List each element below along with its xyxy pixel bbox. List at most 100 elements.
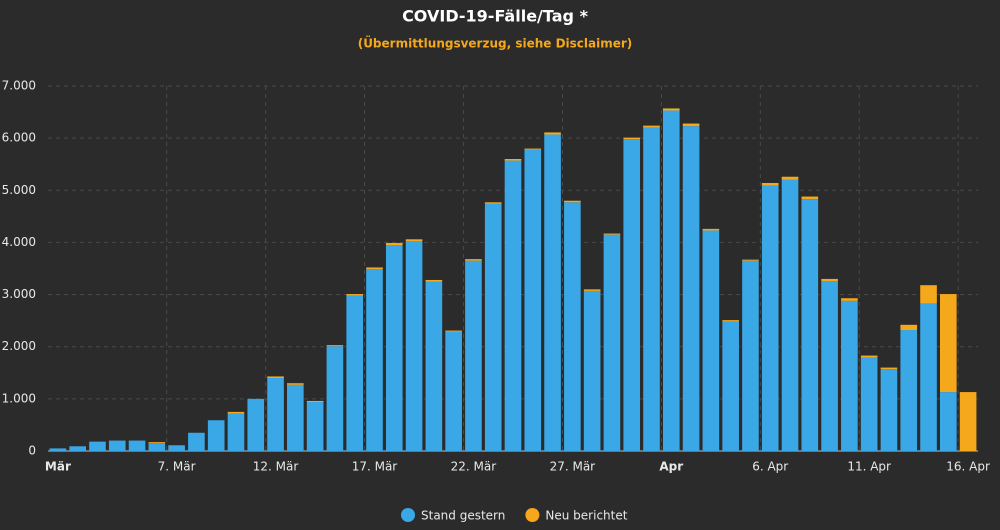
bar-segment <box>148 442 166 444</box>
bar-segment <box>920 285 937 304</box>
bar-segment <box>940 392 957 451</box>
bar-segment <box>940 294 957 393</box>
bar-segment <box>445 331 462 451</box>
chart-title: COVID-19-Fälle/Tag * <box>402 7 589 26</box>
bar-segment <box>188 432 205 451</box>
y-tick-label: 4.000 <box>2 235 36 249</box>
x-tick-label: 22. Mär <box>451 460 497 474</box>
bar-segment <box>366 269 383 451</box>
bar-segment <box>742 260 759 451</box>
bar-segment <box>346 294 364 296</box>
bar-segment <box>425 279 443 282</box>
bar-segment <box>207 420 225 451</box>
bar-segment <box>781 176 799 180</box>
x-tick-label: Mär <box>45 460 71 474</box>
bar-segment <box>920 303 937 451</box>
y-tick-label: 7.000 <box>2 79 36 93</box>
bar-segment <box>465 259 482 261</box>
bar-segment <box>267 376 284 378</box>
bar-segment <box>247 398 265 451</box>
bar-segment <box>524 149 542 451</box>
bar-segment <box>761 185 779 452</box>
bar-segment <box>623 139 641 451</box>
bar-segment <box>821 278 838 282</box>
bar-segment <box>405 241 423 451</box>
bar-segment <box>841 300 858 451</box>
bar-segment <box>623 137 641 140</box>
bar-segment <box>306 401 324 451</box>
x-tick-label: 17. Mär <box>352 460 398 474</box>
bar-segment <box>900 330 918 451</box>
bar-segment <box>504 159 522 161</box>
bar-segment <box>860 355 878 358</box>
bar-segment <box>346 295 364 451</box>
bar-segment <box>484 203 502 451</box>
legend-marker <box>525 508 540 522</box>
bar-segment <box>643 127 660 451</box>
legend-marker <box>401 508 415 522</box>
bar-segment <box>89 441 106 451</box>
bar-segment <box>702 228 720 231</box>
bar-segment <box>544 134 561 451</box>
bar-segment <box>643 125 660 128</box>
bar-segment <box>385 242 403 246</box>
bar-segment <box>722 321 739 451</box>
bar-segment <box>544 132 561 135</box>
bar-segment <box>564 200 581 203</box>
bar-segment <box>69 446 86 451</box>
bar-segment <box>781 179 799 451</box>
y-tick-label: 6.000 <box>2 131 36 145</box>
chart-subtitle: (Übermittlungsverzug, siehe Disclaimer) <box>358 36 633 51</box>
bar-segment <box>900 324 918 331</box>
bar-segment <box>583 289 601 291</box>
y-tick-label: 5.000 <box>2 183 36 197</box>
bar-segment <box>326 346 344 451</box>
bar-segment <box>148 443 166 451</box>
bar-segment <box>425 281 443 451</box>
bar-segment <box>326 345 344 347</box>
bar-segment <box>465 260 482 451</box>
y-tick-label: 2.000 <box>2 339 36 353</box>
bar-segment <box>722 320 739 322</box>
bar-segment <box>168 445 185 451</box>
bar-segment <box>821 281 838 451</box>
bar-segment <box>108 440 126 451</box>
bar-segment <box>801 199 819 451</box>
x-tick-label: Apr <box>659 460 683 474</box>
bar-segment <box>880 369 898 451</box>
bar-segment <box>583 290 601 451</box>
legend-label: Stand gestern <box>421 509 505 523</box>
x-tick-label: 6. Apr <box>752 460 788 474</box>
bar-segment <box>662 110 680 451</box>
bar-segment <box>959 392 977 451</box>
x-tick-label: 16. Apr <box>946 460 990 474</box>
bar-segment <box>603 233 621 235</box>
bar-segment <box>227 413 245 451</box>
bar-segment <box>287 383 304 385</box>
y-tick-label: 1.000 <box>2 391 36 405</box>
x-tick-label: 7. Mär <box>158 460 196 474</box>
bar-segment <box>742 259 759 261</box>
bar-segment <box>49 448 67 451</box>
bar-segment <box>702 230 720 451</box>
y-tick-label: 3.000 <box>2 287 36 301</box>
bar-segment <box>366 267 383 270</box>
bar-segment <box>682 126 700 452</box>
bar-segment <box>267 378 284 451</box>
x-tick-label: 12. Mär <box>253 460 299 474</box>
bar-segment <box>682 123 700 127</box>
bar-segment <box>227 411 245 414</box>
bar-segment <box>801 196 819 200</box>
bar-segment <box>603 234 621 451</box>
bar-segment <box>841 298 858 301</box>
x-tick-label: 27. Mär <box>550 460 596 474</box>
x-tick-label: 11. Apr <box>847 460 891 474</box>
y-tick-label: 0 <box>28 444 36 458</box>
bar-segment <box>306 400 324 402</box>
bar-segment <box>564 202 581 451</box>
bar-segment <box>484 202 502 204</box>
bar-segment <box>445 330 462 332</box>
bar-segment <box>524 148 542 150</box>
bar-segment <box>405 239 423 242</box>
